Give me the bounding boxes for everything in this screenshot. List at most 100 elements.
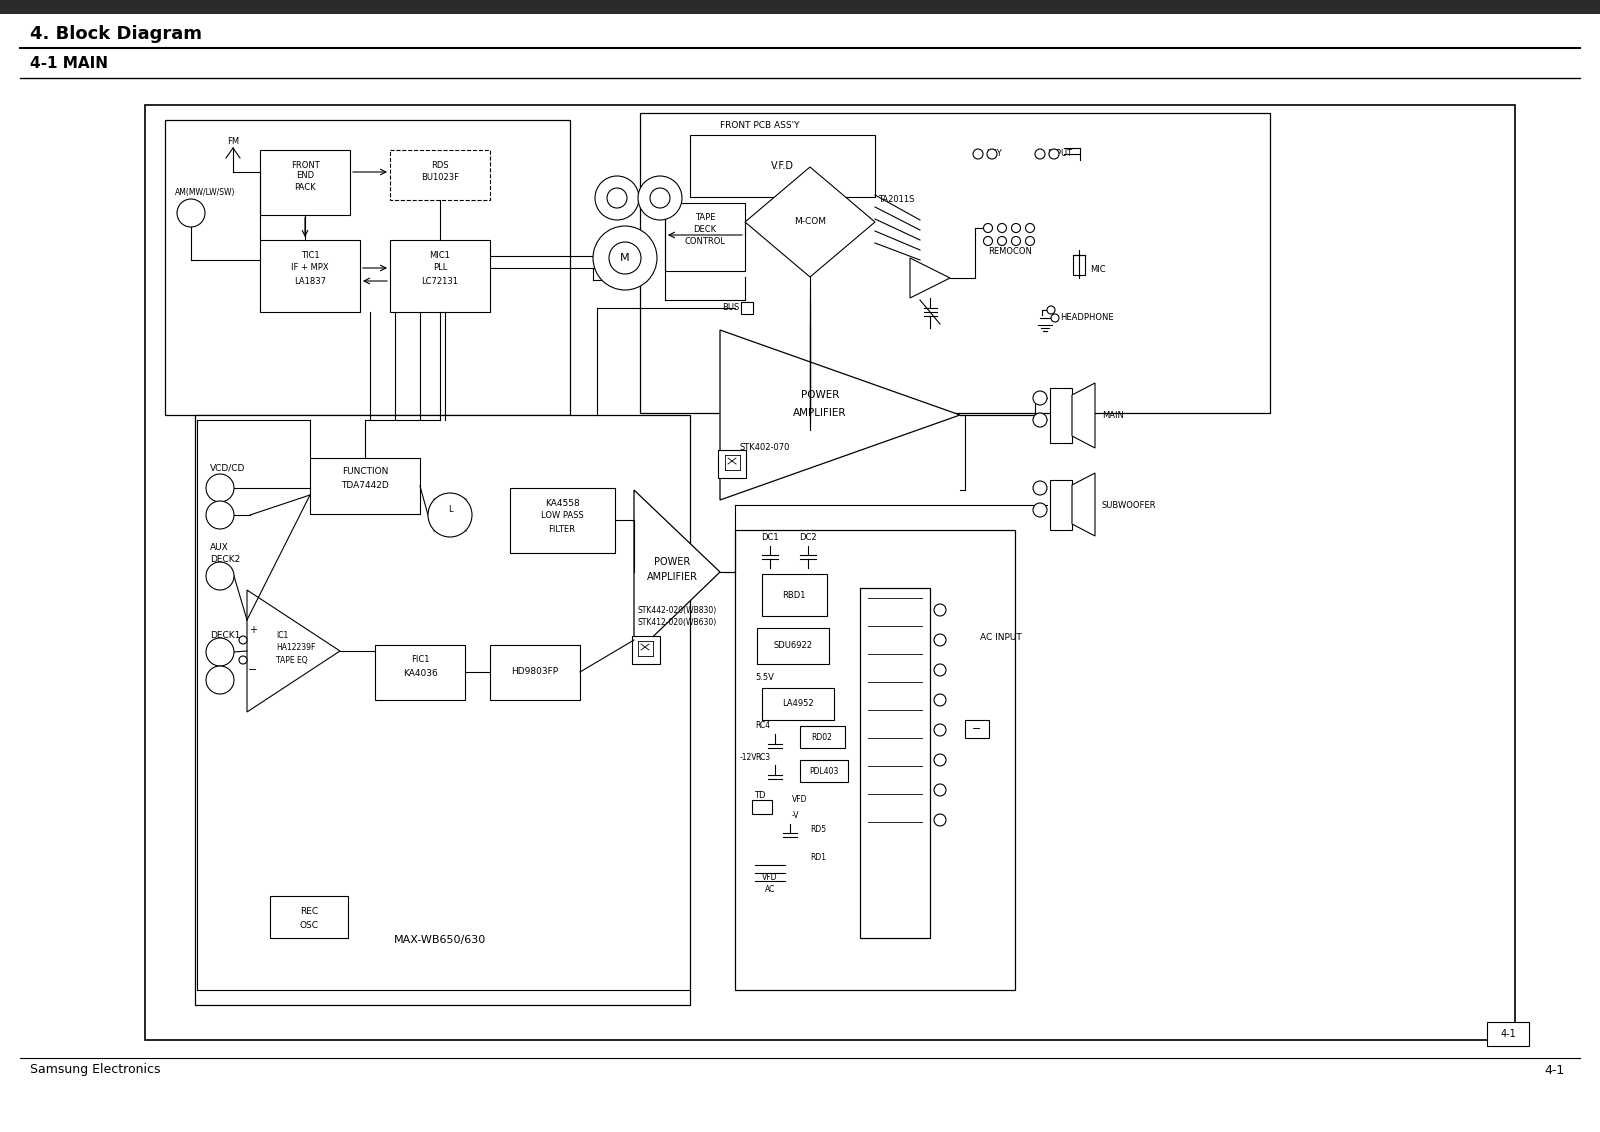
Bar [632, 636, 661, 664]
Text: −: − [248, 664, 258, 675]
Bar [752, 800, 771, 814]
Text: HD9803FP: HD9803FP [512, 668, 558, 677]
Text: LC72131: LC72131 [421, 276, 459, 285]
Bar [861, 588, 930, 938]
Bar [1486, 1022, 1530, 1046]
Text: FIC1: FIC1 [411, 655, 429, 664]
Polygon shape [1072, 383, 1094, 448]
Polygon shape [720, 331, 960, 500]
Text: DECK2: DECK2 [210, 556, 240, 565]
Text: TAPE EQ: TAPE EQ [277, 655, 307, 664]
Text: RD1: RD1 [810, 854, 826, 863]
Circle shape [934, 784, 946, 796]
Text: -V: -V [792, 812, 800, 821]
Circle shape [1034, 481, 1046, 495]
Text: M: M [621, 252, 630, 263]
Circle shape [934, 604, 946, 616]
Circle shape [594, 226, 658, 290]
Text: BUS: BUS [722, 303, 739, 312]
Text: DC1: DC1 [762, 533, 779, 542]
Circle shape [1050, 149, 1059, 158]
Text: HEADPHONE: HEADPHONE [1059, 314, 1114, 323]
Circle shape [987, 149, 997, 158]
Text: POWER: POWER [654, 557, 690, 567]
Text: 4-1 MAIN: 4-1 MAIN [30, 57, 109, 71]
Bar [800, 726, 845, 748]
Bar [165, 120, 570, 415]
Text: PACK: PACK [294, 182, 315, 191]
Text: AMPLIFIER: AMPLIFIER [646, 572, 698, 582]
Text: STK402-070: STK402-070 [739, 444, 790, 453]
Text: RD5: RD5 [810, 825, 826, 834]
Text: FUNCTION: FUNCTION [342, 468, 389, 477]
Text: SUBWOOFER: SUBWOOFER [1102, 500, 1157, 509]
Circle shape [934, 814, 946, 826]
Text: MAIN: MAIN [1102, 412, 1123, 420]
Circle shape [429, 494, 472, 537]
Polygon shape [746, 168, 875, 277]
Circle shape [238, 636, 246, 644]
Circle shape [595, 175, 638, 220]
Circle shape [934, 664, 946, 676]
Text: AC INPUT: AC INPUT [979, 634, 1022, 643]
Bar [310, 458, 419, 514]
Bar [1050, 480, 1072, 530]
Bar [690, 135, 875, 197]
Bar [640, 113, 1270, 413]
Circle shape [997, 237, 1006, 246]
Circle shape [934, 724, 946, 736]
Circle shape [984, 237, 992, 246]
Text: Samsung Electronics: Samsung Electronics [30, 1063, 160, 1077]
Text: VFD: VFD [792, 796, 808, 805]
Circle shape [1034, 503, 1046, 517]
Circle shape [206, 561, 234, 590]
Bar [734, 530, 1014, 990]
Text: PDL403: PDL403 [810, 766, 838, 775]
Text: AC: AC [765, 885, 774, 894]
Circle shape [238, 657, 246, 664]
Text: LOW PASS: LOW PASS [541, 512, 584, 521]
Text: FM: FM [227, 137, 238, 146]
Circle shape [1046, 306, 1054, 314]
Bar [259, 240, 360, 312]
Text: RDS: RDS [430, 161, 450, 170]
Text: -12V: -12V [739, 754, 757, 763]
Circle shape [178, 199, 205, 228]
Bar [741, 302, 754, 314]
Text: REMOCON: REMOCON [989, 248, 1032, 257]
Text: RC3: RC3 [755, 754, 770, 763]
Circle shape [934, 754, 946, 766]
Bar [718, 451, 746, 478]
Bar [270, 897, 349, 938]
Text: RD02: RD02 [811, 732, 832, 741]
Circle shape [638, 175, 682, 220]
Text: HA12239F: HA12239F [277, 643, 315, 652]
Text: REC: REC [299, 908, 318, 917]
Bar [666, 203, 746, 271]
Text: 5.5V: 5.5V [755, 674, 774, 683]
Bar [259, 151, 350, 215]
Circle shape [1034, 413, 1046, 427]
Text: 4. Block Diagram: 4. Block Diagram [30, 25, 202, 43]
Text: IC1: IC1 [277, 631, 288, 640]
Bar [490, 645, 579, 700]
Text: STK412-020(WB630): STK412-020(WB630) [638, 618, 717, 627]
Text: DC2: DC2 [798, 533, 818, 542]
Circle shape [984, 223, 992, 232]
Polygon shape [1072, 473, 1094, 535]
Text: M-COM: M-COM [794, 217, 826, 226]
Text: TD: TD [754, 790, 766, 799]
Circle shape [206, 474, 234, 501]
Circle shape [934, 694, 946, 706]
Circle shape [206, 666, 234, 694]
Text: −: − [973, 724, 982, 734]
Text: 4-1: 4-1 [1544, 1063, 1565, 1077]
Circle shape [1011, 237, 1021, 246]
Circle shape [206, 638, 234, 666]
Bar [0, 0, 1600, 14]
Circle shape [1026, 223, 1035, 232]
Text: AMPLIFIER: AMPLIFIER [794, 408, 846, 418]
Bar [390, 240, 490, 312]
Text: OSC: OSC [299, 920, 318, 929]
Text: AUX: AUX [210, 543, 229, 552]
